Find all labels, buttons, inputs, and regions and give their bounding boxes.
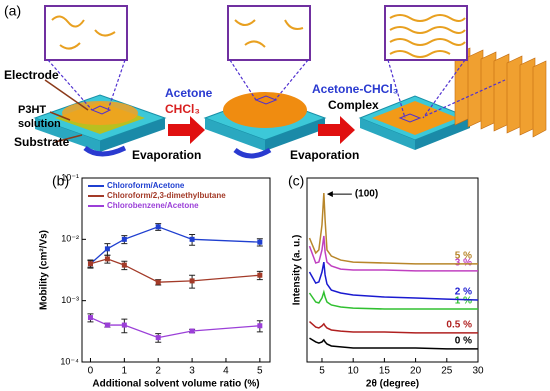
- y-tick-label: 10⁻³: [61, 295, 79, 305]
- series-line: [308, 261, 479, 301]
- series-line: [90, 316, 260, 339]
- data-point: [104, 322, 110, 328]
- data-point: [257, 239, 263, 245]
- y-axis-label: Intensity (a. u.): [292, 235, 303, 306]
- x-axis-label: Additional solvent volume ratio (%): [92, 379, 259, 390]
- y-axis-label: Mobility (cm²/Vs): [39, 230, 50, 310]
- x-tick-label: 3: [189, 366, 195, 377]
- label: Evaporation: [132, 148, 201, 162]
- x-tick-label: 10: [348, 366, 360, 377]
- y-tick-label: 10⁻²: [61, 234, 79, 244]
- panel-label: (a): [4, 3, 21, 19]
- data-point: [189, 328, 195, 334]
- x-tick-label: 25: [441, 366, 453, 377]
- x-tick-label: 0: [88, 366, 94, 377]
- series-label: 0.5 %: [446, 320, 472, 331]
- xrd-chart: 5 10 15 20 25 30 2θ (degree) Intensity (a. u.) 0…: [292, 177, 484, 390]
- series-label: 0 %: [455, 336, 472, 347]
- panel-label: (c): [288, 173, 304, 189]
- label: Electrode: [4, 68, 59, 82]
- label: solution: [18, 118, 61, 130]
- label: Evaporation: [290, 148, 359, 162]
- panel-label: (b): [52, 173, 69, 189]
- x-tick-label: 4: [223, 366, 229, 377]
- x-tick-label: 20: [410, 366, 422, 377]
- series-line: [90, 226, 260, 265]
- label: Acetone: [165, 86, 213, 100]
- data-point: [104, 256, 110, 262]
- data-point: [87, 315, 93, 321]
- annotation: (100): [355, 189, 378, 200]
- label: Complex: [328, 98, 379, 112]
- label: Substrate: [14, 135, 70, 149]
- x-tick-label: 5: [257, 366, 263, 377]
- plot-frame: [306, 177, 479, 363]
- data-point: [121, 322, 127, 328]
- series-line: [308, 289, 478, 310]
- series-line: [90, 258, 260, 283]
- data-point: [104, 246, 110, 252]
- label: P3HT: [18, 104, 46, 116]
- data-point: [121, 236, 127, 242]
- series-line: [309, 337, 478, 350]
- label: CHCl₃: [165, 102, 200, 116]
- legend-label: Chloroform/2,3-dimethylbutane: [107, 191, 226, 200]
- data-point: [257, 323, 263, 329]
- series-label: 2 %: [455, 287, 472, 298]
- series-label: 1 %: [455, 296, 472, 307]
- mobility-chart: 0 1 2 3 4 5 10⁻⁴ 10⁻³ 10⁻² 10⁻¹ Additional solvent…: [39, 172, 271, 390]
- legend-label: Chlorobenzene/Acetone: [107, 201, 199, 210]
- x-tick-label: 30: [472, 366, 484, 377]
- data-point: [155, 224, 161, 230]
- data-point: [189, 236, 195, 242]
- series-label: 3 %: [455, 258, 472, 269]
- data-point: [257, 272, 263, 278]
- data-point: [155, 335, 161, 341]
- series-label: 5 %: [455, 251, 472, 262]
- series-line: [308, 320, 478, 334]
- legend-label: Chloroform/Acetone: [107, 181, 185, 190]
- series-line: [308, 235, 478, 272]
- data-point: [87, 261, 93, 267]
- data-point: [155, 279, 161, 285]
- schematic: [33, 5, 547, 159]
- x-tick-label: 15: [379, 366, 391, 377]
- plot-frame: [81, 177, 271, 363]
- x-tick-label: 1: [122, 366, 128, 377]
- series-line: [308, 193, 478, 265]
- y-tick-label: 10⁻⁴: [60, 356, 79, 366]
- y-tick-label: 10⁻¹: [61, 172, 79, 182]
- x-tick-label: 5: [319, 366, 325, 377]
- data-point: [121, 262, 127, 268]
- data-point: [189, 278, 195, 284]
- x-axis-label: 2θ (degree): [366, 379, 419, 390]
- label: Acetone-CHCl₃: [312, 82, 398, 96]
- x-tick-label: 2: [155, 366, 161, 377]
